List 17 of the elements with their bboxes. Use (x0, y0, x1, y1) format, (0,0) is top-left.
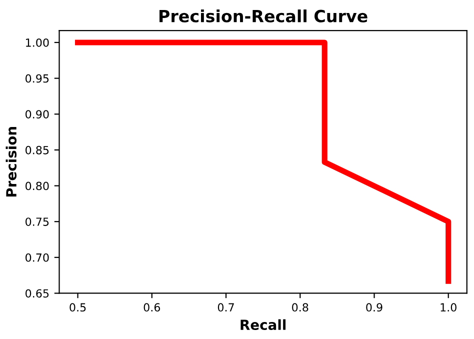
y-tick-label: 0.85 (26, 146, 49, 154)
x-tick-label: 0.7 (218, 303, 234, 312)
y-tick-label: 0.90 (26, 110, 49, 118)
y-axis-title: Precision (6, 127, 17, 197)
x-tick-label: 0.8 (292, 303, 308, 312)
x-tick-label: 1.0 (440, 303, 456, 312)
x-tick-label: 0.6 (144, 303, 160, 312)
x-axis-title: Recall (240, 319, 286, 330)
y-tick-label: 1.00 (26, 38, 49, 47)
x-tick-label: 0.5 (70, 303, 86, 312)
x-tick-label: 0.9 (366, 303, 382, 312)
chart-title: Precision-Recall Curve (160, 10, 368, 22)
y-tick-label: 0.95 (26, 74, 49, 83)
y-tick-label: 0.75 (26, 218, 49, 226)
y-tick-label: 0.70 (26, 253, 49, 262)
y-tick-label: 0.80 (26, 182, 49, 190)
y-tick-label: 0.65 (26, 289, 49, 298)
